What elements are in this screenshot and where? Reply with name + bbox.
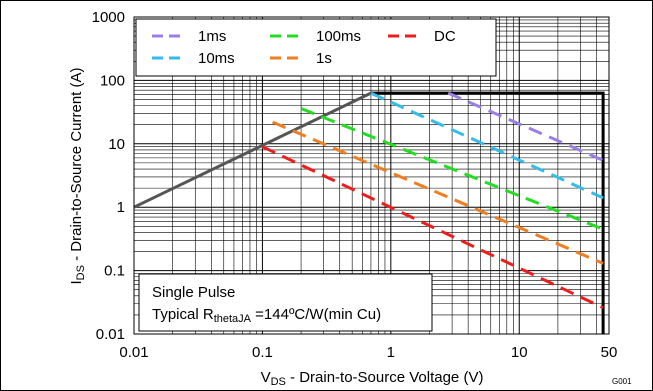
legend-label-1s: 1s <box>316 50 332 67</box>
y-axis-label-rest: - Drain-to-Source Current (A) <box>68 67 85 265</box>
x-axis-label-rest: - Drain-to-Source Voltage (V) <box>286 369 484 386</box>
x-tick-label: 10 <box>511 344 528 361</box>
boundary-line-1 <box>133 91 372 209</box>
x-axis-label-main: V <box>261 369 271 386</box>
annotation-box <box>138 273 433 332</box>
annotation-line-2-sub: thetaJA <box>214 313 252 325</box>
x-tick-label: 1 <box>387 344 395 361</box>
legend: 1ms 10ms 100ms 1s DC <box>135 18 497 77</box>
y-tick-label: 1000 <box>92 9 125 26</box>
y-tick-labels: 0.01 0.1 1 10 100 1000 <box>92 9 125 343</box>
series-line-1ms <box>447 91 604 162</box>
y-tick-label: 0.01 <box>96 326 125 343</box>
y-axis-label: IDS - Drain-to-Source Current (A) <box>68 67 87 284</box>
x-tick-label: 50 <box>601 344 618 361</box>
legend-box <box>135 18 497 77</box>
y-tick-label: 100 <box>100 72 125 89</box>
legend-label-1ms: 1ms <box>198 28 226 45</box>
series-line-100ms <box>300 107 604 231</box>
x-axis-label: VDS - Drain-to-Source Voltage (V) <box>261 369 484 388</box>
series-lines <box>261 91 604 310</box>
y-tick-label: 0.1 <box>104 263 125 280</box>
legend-label-dc: DC <box>434 28 456 45</box>
annotation-line-1: Single Pulse <box>152 284 235 301</box>
legend-label-10ms: 10ms <box>198 50 235 67</box>
y-axis-label-sub: DS <box>75 265 87 280</box>
x-axis-label-sub: DS <box>271 376 286 388</box>
x-tick-label: 0.01 <box>119 344 148 361</box>
legend-label-100ms: 100ms <box>316 28 361 45</box>
annotation-line-2: Typical RthetaJA =144ºC/W(min Cu) <box>152 306 381 325</box>
x-tick-label: 0.1 <box>252 344 273 361</box>
y-tick-label: 10 <box>108 136 125 153</box>
series-line-dc <box>261 145 604 310</box>
plot-border <box>133 16 610 335</box>
annotation-line-2-main: Typical R <box>152 306 214 323</box>
y-tick-label: 1 <box>117 199 125 216</box>
figure-code: G001 <box>612 377 632 386</box>
annotation-line-2-rest: =144ºC/W(min Cu) <box>251 306 381 323</box>
x-tick-labels: 0.01 0.1 1 10 50 <box>119 344 617 361</box>
series-line-1s <box>272 120 604 265</box>
annotation: Single Pulse Typical RthetaJA =144ºC/W(m… <box>138 273 433 332</box>
y-axis-label-main: I <box>68 280 85 284</box>
